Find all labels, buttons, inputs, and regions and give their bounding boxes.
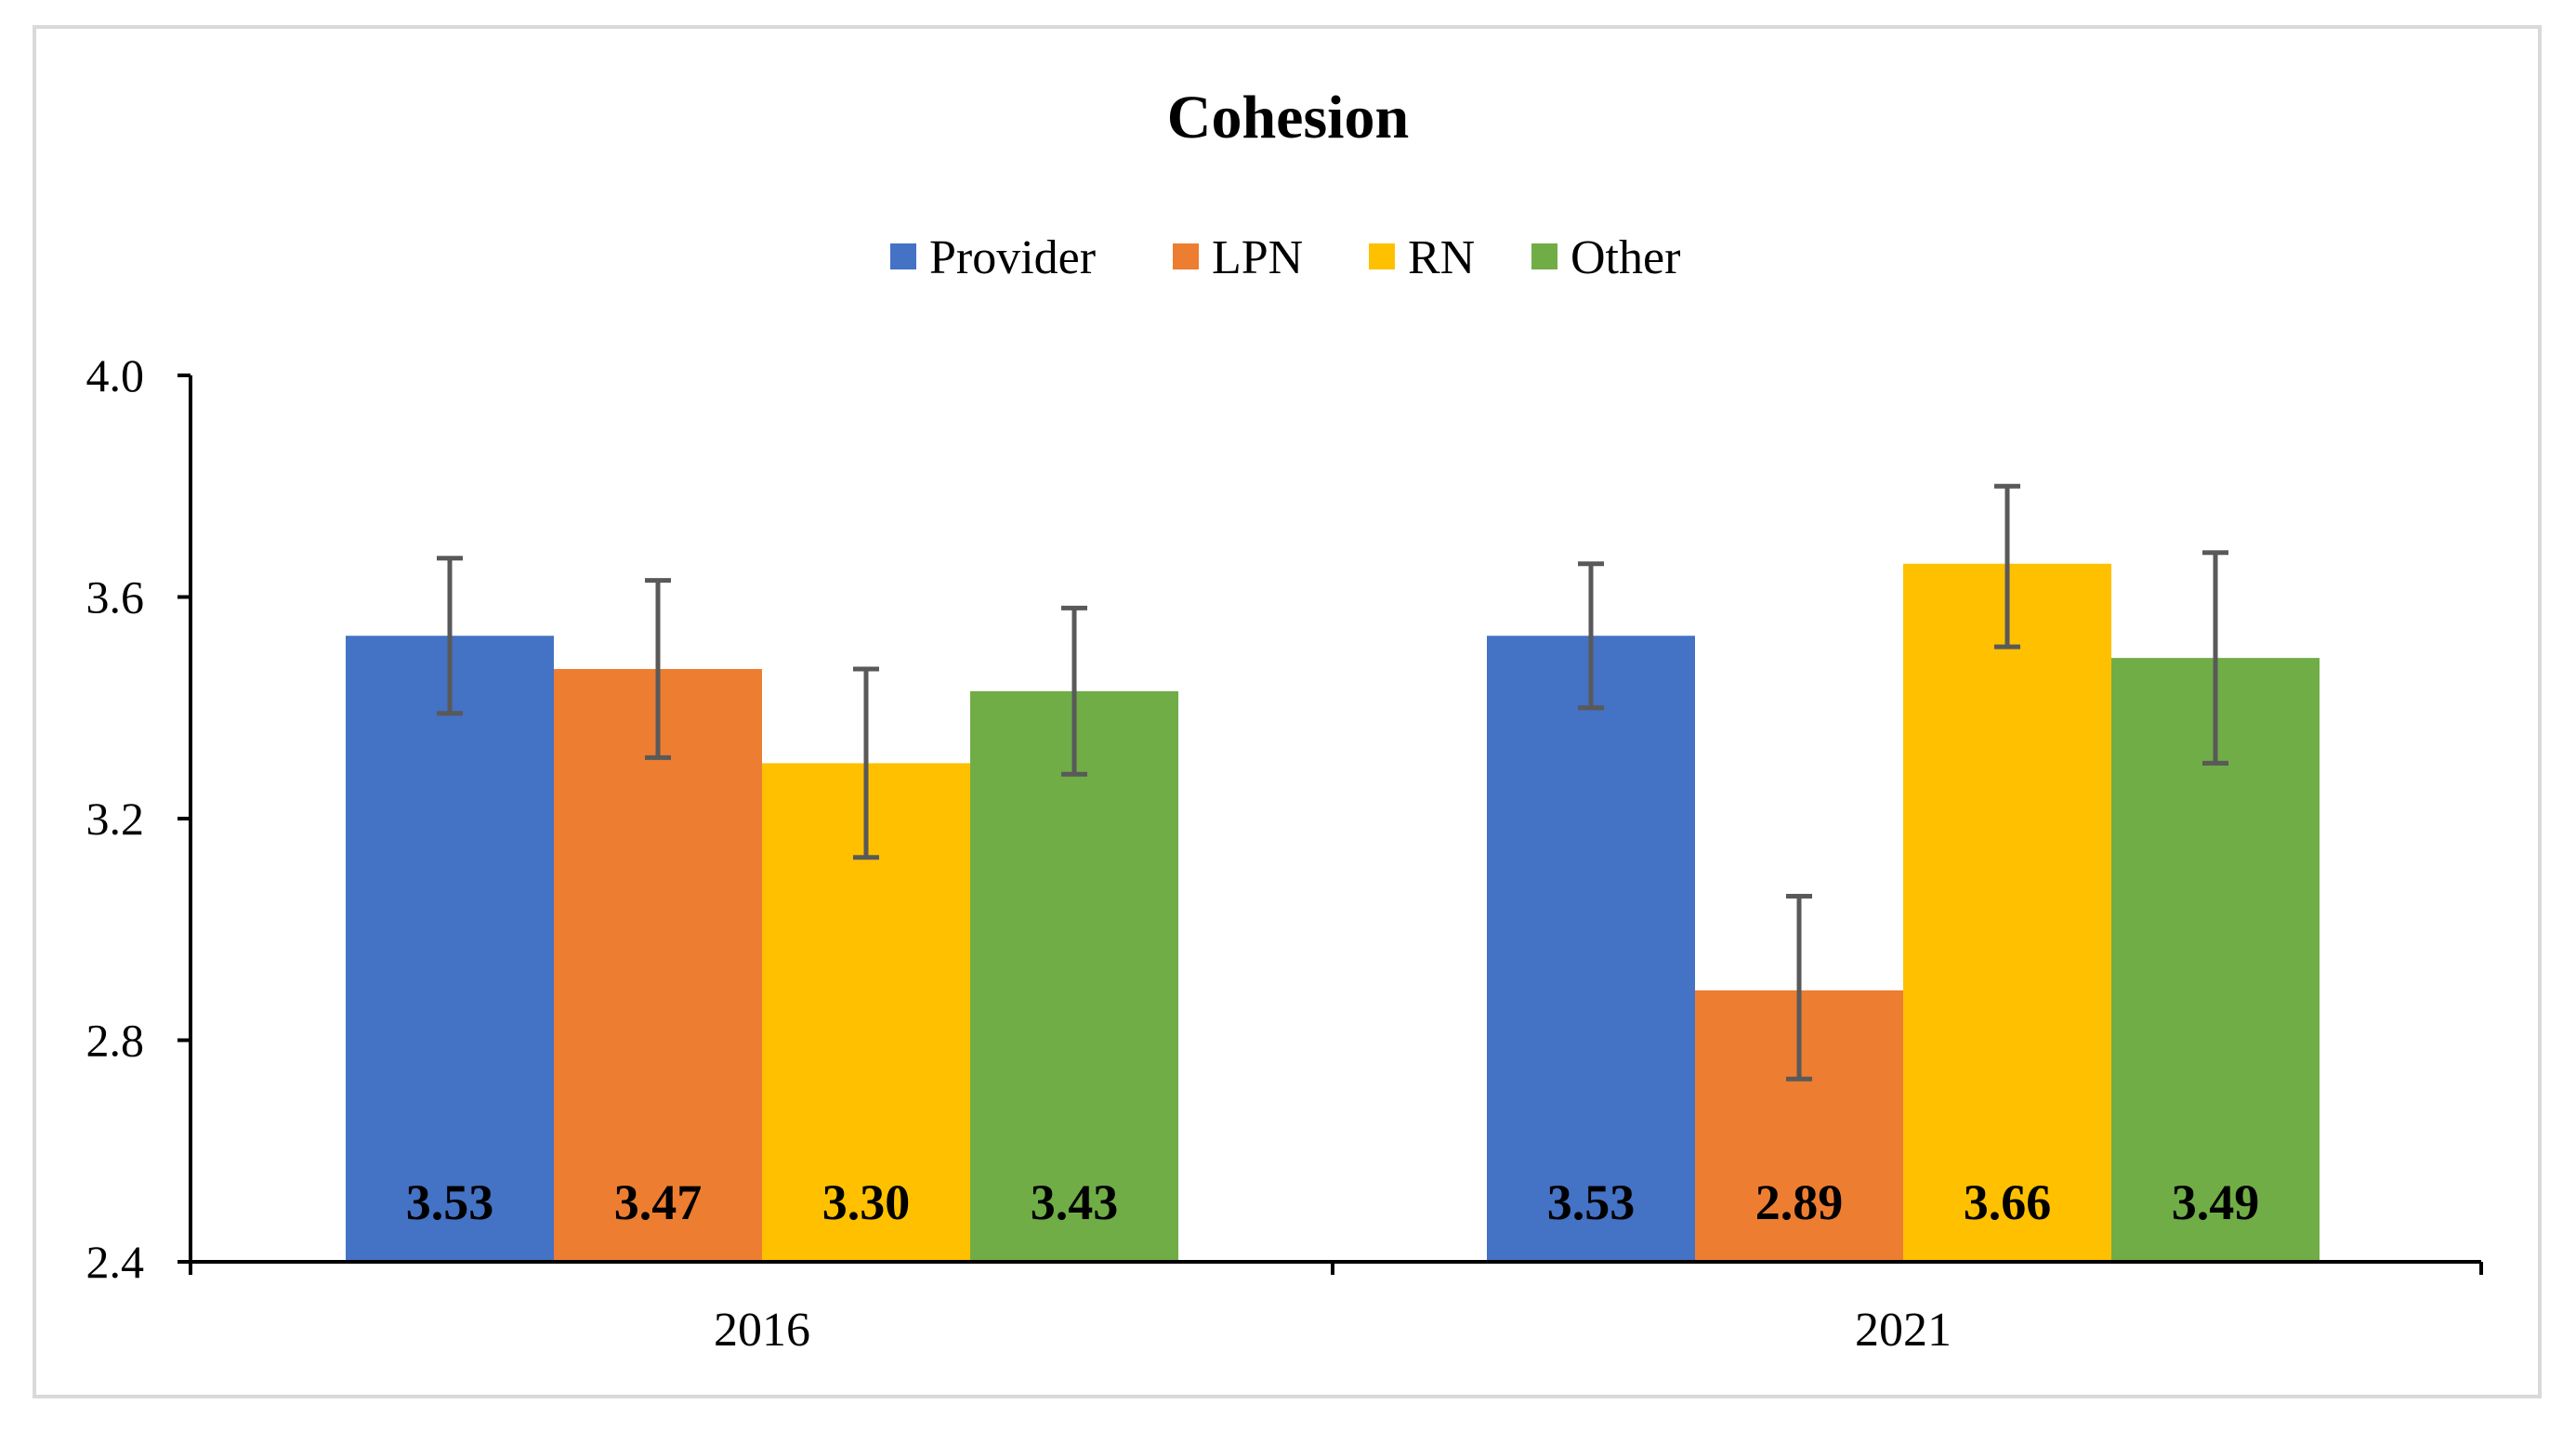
bar-lpn-2016 xyxy=(554,669,762,1262)
y-tick-label: 2.8 xyxy=(86,1015,145,1067)
error-bars xyxy=(437,483,2228,1082)
legend-swatch-lpn xyxy=(1173,243,1199,269)
data-label-lpn-2021: 2.89 xyxy=(1755,1174,1844,1230)
data-label-rn-2016: 3.30 xyxy=(822,1174,911,1230)
y-tick-label: 3.2 xyxy=(86,793,145,845)
y-tick-label: 2.4 xyxy=(86,1236,145,1288)
x-tick-label-2021: 2021 xyxy=(1855,1304,1952,1357)
data-labels: 3.53 3.47 3.30 3.43 3.53 2.89 3.66 3.49 xyxy=(406,1174,2260,1230)
legend-swatch-provider xyxy=(890,243,916,269)
data-label-lpn-2016: 3.47 xyxy=(614,1174,703,1230)
legend-label-rn: RN xyxy=(1408,231,1475,284)
bar-rn-2021 xyxy=(1903,563,2111,1262)
bars xyxy=(346,563,2320,1262)
bar-provider-2021 xyxy=(1487,636,1695,1262)
bar-provider-2016 xyxy=(346,636,554,1262)
y-tick-label: 3.6 xyxy=(86,571,145,623)
data-label-provider-2016: 3.53 xyxy=(406,1174,494,1230)
legend-swatch-rn xyxy=(1369,243,1395,269)
legend-label-provider: Provider xyxy=(929,231,1096,284)
y-tick-label: 4.0 xyxy=(86,349,145,401)
legend-label-lpn: LPN xyxy=(1212,231,1303,284)
legend-label-other: Other xyxy=(1571,231,1680,284)
legend: Provider LPN RN Other xyxy=(890,231,1680,284)
data-label-other-2016: 3.43 xyxy=(1031,1174,1119,1230)
x-tick-label-2016: 2016 xyxy=(714,1304,810,1357)
axes: 2016 2021 2.4 2.8 3.2 3.6 4.0 xyxy=(86,349,2483,1357)
chart-title: Cohesion xyxy=(1167,84,1409,151)
legend-swatch-other xyxy=(1531,243,1557,269)
bar-other-2016 xyxy=(970,690,1178,1262)
data-label-other-2021: 3.49 xyxy=(2172,1174,2260,1230)
data-label-provider-2021: 3.53 xyxy=(1547,1174,1636,1230)
data-label-rn-2021: 3.66 xyxy=(1964,1174,2052,1230)
